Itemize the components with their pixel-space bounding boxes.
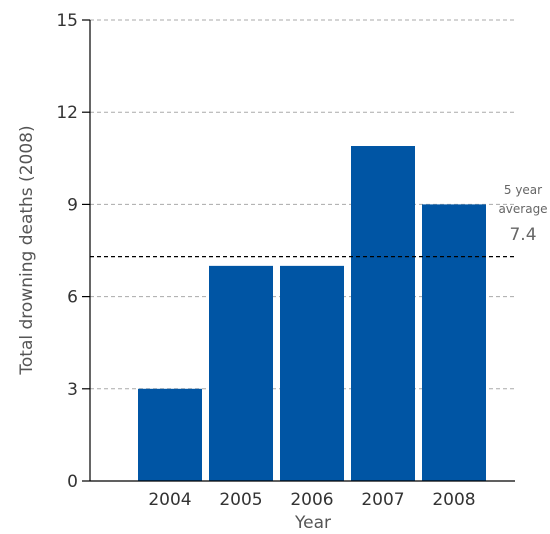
bar-2004: [138, 388, 202, 481]
y-axis-title: Total drowning deaths (2008): [17, 125, 37, 375]
bar-2008: [422, 204, 486, 481]
average-label-line2: average: [498, 202, 547, 216]
y-tick-label: 15: [56, 11, 78, 31]
y-tick-label: 0: [67, 472, 78, 492]
average-value-label: 7.4: [509, 225, 536, 245]
bars: [138, 146, 486, 482]
bar-2006: [280, 265, 344, 481]
y-tick-label: 9: [67, 195, 78, 215]
x-tick-label: 2007: [361, 490, 404, 510]
y-tick-label: 3: [67, 380, 78, 400]
average-label-line1: 5 year: [504, 183, 542, 197]
y-tick-label: 6: [67, 288, 78, 308]
x-tick-label: 2005: [219, 490, 262, 510]
y-tick-label: 12: [56, 103, 78, 123]
x-tick-label: 2004: [148, 490, 191, 510]
axes: [89, 20, 515, 482]
bar-2007: [351, 146, 415, 482]
x-tick-label: 2006: [290, 490, 333, 510]
x-ticks: 2004 2005 2006 2007 2008: [148, 490, 475, 510]
bar-2005: [209, 265, 273, 481]
x-tick-label: 2008: [432, 490, 475, 510]
y-ticks: 0 3 6 9 12 15: [56, 11, 90, 492]
x-axis-title: Year: [294, 513, 331, 533]
